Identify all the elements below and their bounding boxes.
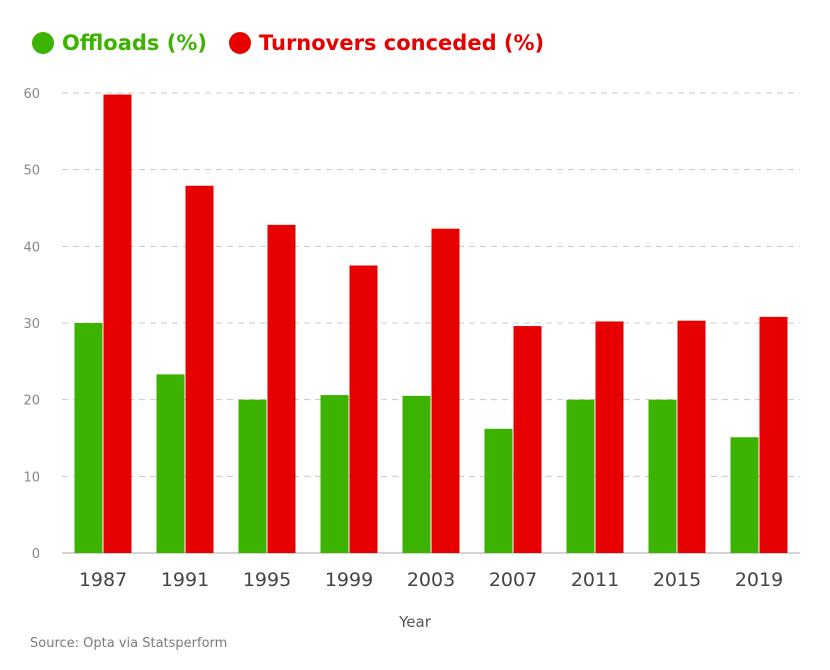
x-tick-label: 2003	[407, 569, 455, 591]
turnovers-bar	[513, 326, 542, 553]
turnovers-bar	[677, 320, 706, 553]
offloads-bar	[320, 395, 349, 553]
legend-swatch-offloads	[32, 32, 54, 54]
source-note: Source: Opta via Statsperform	[30, 636, 228, 651]
y-tick-label: 30	[23, 317, 40, 332]
bars	[74, 94, 788, 554]
x-axis-label: Year	[398, 613, 432, 631]
legend-swatch-turnovers	[228, 32, 251, 54]
x-tick-label: 2007	[489, 569, 537, 591]
turnovers-bar	[349, 265, 378, 553]
y-tick-label: 20	[23, 394, 40, 409]
offloads-bar	[74, 323, 103, 553]
legend-label-offloads: Offloads (%)	[62, 31, 207, 55]
x-tick-label: 2011	[571, 569, 619, 591]
legend-label-turnovers: Turnovers conceded (%)	[258, 31, 545, 55]
y-tick-label: 10	[23, 470, 40, 485]
x-tick-label: 2015	[653, 569, 701, 591]
offloads-bar	[566, 399, 595, 553]
y-tick-label: 0	[32, 547, 40, 562]
offloads-bar	[402, 395, 431, 553]
x-tick-label: 1995	[243, 569, 291, 591]
x-tick-label: 2019	[735, 569, 783, 591]
turnovers-bar	[267, 224, 296, 553]
offloads-bar	[730, 437, 759, 553]
offloads-bar	[238, 399, 267, 553]
turnovers-bar	[759, 316, 788, 553]
turnovers-bar	[185, 185, 214, 553]
offloads-bar	[648, 399, 677, 553]
grid-lines	[62, 92, 800, 554]
x-tick-label: 1987	[79, 569, 127, 591]
turnovers-bar	[103, 94, 132, 554]
y-axis-ticks: 0 10 20 30 40 50 60	[23, 87, 40, 562]
turnovers-bar	[595, 321, 624, 553]
x-tick-label: 1991	[161, 569, 209, 591]
y-tick-label: 50	[23, 164, 40, 179]
legend-item-offloads: Offloads (%)	[32, 31, 207, 55]
chart-legend: Offloads (%) Turnovers conceded (%)	[32, 28, 544, 58]
y-tick-label: 60	[23, 87, 40, 102]
offloads-bar	[484, 428, 513, 553]
legend-item-turnovers: Turnovers conceded (%)	[228, 31, 545, 55]
offloads-bar	[156, 374, 185, 553]
y-tick-label: 40	[23, 240, 40, 255]
x-axis-ticks: 1987 1991 1995 1999 2003 2007 2011 2015 2019	[79, 569, 783, 591]
x-tick-label: 1999	[325, 569, 373, 591]
turnovers-bar	[431, 228, 460, 553]
